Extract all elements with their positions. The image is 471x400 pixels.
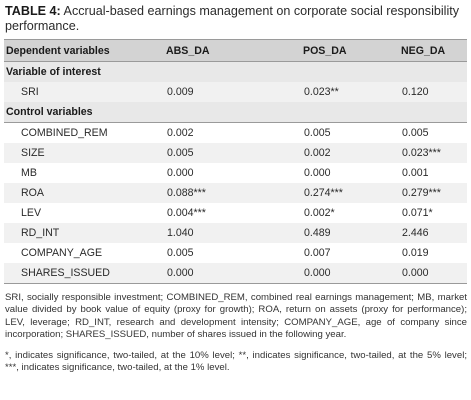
- pos-da-value: 0.000: [301, 263, 399, 284]
- table-row: RD_INT 1.040 0.489 2.446: [4, 223, 467, 243]
- header-row: Dependent variables ABS_DA POS_DA NEG_DA: [4, 39, 467, 62]
- table-notes: SRI, socially responsible investment; CO…: [4, 292, 467, 375]
- abs-da-value: 0.000: [167, 167, 194, 179]
- abs-da-value: 0.000: [164, 263, 301, 284]
- neg-da-value: 0.120: [399, 82, 467, 102]
- pos-da-value: 0.007: [304, 247, 331, 259]
- neg-da-value: 0.071*: [402, 207, 433, 219]
- header-pos-da: POS_DA: [303, 44, 347, 57]
- variable-name: COMBINED_REM: [21, 127, 108, 139]
- pos-da-value: 0.002: [301, 143, 399, 163]
- neg-da-value: 0.005: [402, 127, 429, 139]
- table-label: TABLE 4:: [5, 4, 61, 18]
- abs-da-value: 0.009: [164, 82, 301, 102]
- table-row: SIZE 0.005 0.002 0.023***: [4, 143, 467, 163]
- variable-name: SHARES_ISSUED: [4, 263, 164, 284]
- section-label-control: Control variables: [4, 102, 467, 123]
- neg-da-value: 0.001: [402, 167, 429, 179]
- variable-name: COMPANY_AGE: [21, 247, 103, 259]
- variable-name: ROA: [4, 183, 164, 203]
- table-row: MB 0.000 0.000 0.001: [4, 163, 467, 183]
- section-row-control: Control variables: [4, 102, 467, 123]
- neg-da-value: 2.446: [399, 223, 467, 243]
- table-row: SRI 0.009 0.023** 0.120: [4, 82, 467, 102]
- neg-da-value: 0.279***: [399, 183, 467, 203]
- table-title: Accrual-based earnings management on cor…: [5, 4, 460, 33]
- neg-da-value: 0.023***: [399, 143, 467, 163]
- table-row: COMBINED_REM 0.002 0.005 0.005: [4, 123, 467, 144]
- neg-da-value: 0.019: [402, 247, 429, 259]
- abs-da-value: 1.040: [164, 223, 301, 243]
- pos-da-value: 0.002*: [304, 207, 335, 219]
- table-caption: TABLE 4: Accrual-based earnings manageme…: [5, 4, 465, 34]
- results-table: Dependent variables ABS_DA POS_DA NEG_DA…: [4, 39, 467, 284]
- table-row: SHARES_ISSUED 0.000 0.000 0.000: [4, 263, 467, 284]
- abbreviations-note: SRI, socially responsible investment; CO…: [5, 292, 467, 340]
- header-dependent-variables: Dependent variables: [6, 44, 110, 57]
- variable-name: SRI: [4, 82, 164, 102]
- pos-da-value: 0.023**: [301, 82, 399, 102]
- table-row: LEV 0.004*** 0.002* 0.071*: [4, 203, 467, 223]
- table-row: ROA 0.088*** 0.274*** 0.279***: [4, 183, 467, 203]
- header-neg-da: NEG_DA: [401, 44, 446, 57]
- abs-da-value: 0.002: [167, 127, 194, 139]
- pos-da-value: 0.000: [304, 167, 331, 179]
- section-row-interest: Variable of interest: [4, 61, 467, 82]
- abs-da-value: 0.005: [167, 247, 194, 259]
- variable-name: SIZE: [4, 143, 164, 163]
- pos-da-value: 0.005: [304, 127, 331, 139]
- significance-note: *, indicates significance, two-tailed, a…: [5, 350, 467, 374]
- section-label-interest: Variable of interest: [4, 61, 467, 82]
- pos-da-value: 0.274***: [301, 183, 399, 203]
- variable-name: RD_INT: [4, 223, 164, 243]
- table-row: COMPANY_AGE 0.005 0.007 0.019: [4, 243, 467, 263]
- neg-da-value: 0.000: [399, 263, 467, 284]
- abs-da-value: 0.005: [164, 143, 301, 163]
- variable-name: MB: [21, 167, 37, 179]
- abs-da-value: 0.088***: [164, 183, 301, 203]
- pos-da-value: 0.489: [301, 223, 399, 243]
- header-abs-da: ABS_DA: [166, 44, 210, 57]
- variable-name: LEV: [21, 207, 42, 219]
- abs-da-value: 0.004***: [167, 207, 206, 219]
